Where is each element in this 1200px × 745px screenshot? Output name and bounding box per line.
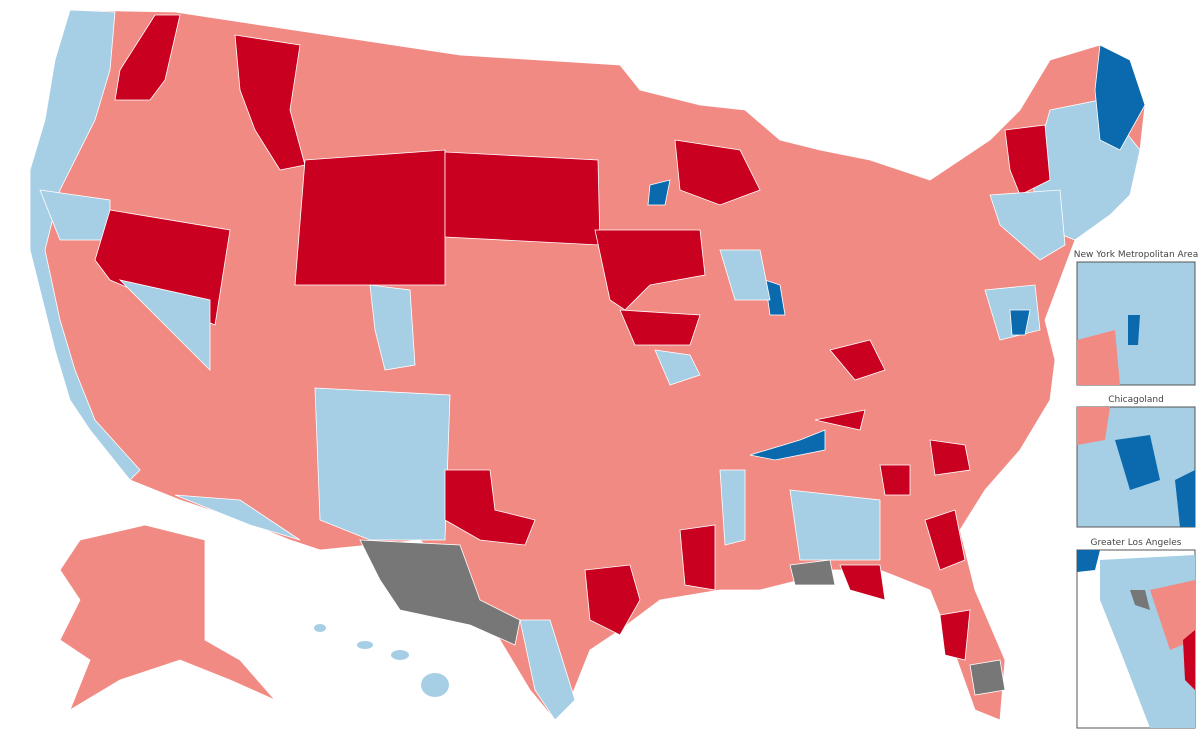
- georgia-south: [924, 509, 966, 571]
- nevada-south: [118, 279, 211, 371]
- new-mexico: [314, 387, 451, 541]
- inset-label: Chicagoland: [1108, 395, 1164, 405]
- florida-north: [839, 564, 886, 601]
- inset-label: Greater Los Angeles: [1091, 538, 1182, 548]
- kentucky-east: [814, 409, 866, 431]
- virginia-metro: [1009, 309, 1031, 336]
- texas-south: [519, 619, 576, 721]
- inset-region: [1130, 590, 1150, 610]
- west-coast: [29, 9, 141, 481]
- inset-region: [1115, 435, 1160, 490]
- houston: [584, 564, 641, 636]
- georgia-central: [879, 464, 911, 496]
- wyoming: [294, 149, 446, 286]
- colorado-central: [369, 284, 416, 371]
- inset-region: [1128, 315, 1140, 345]
- missouri-metro: [654, 349, 701, 386]
- texas-border: [359, 539, 521, 646]
- mississippi: [679, 524, 716, 591]
- arizona-south: [174, 494, 301, 541]
- hawaii-island: [314, 624, 326, 632]
- new-york-north: [1004, 124, 1051, 196]
- south-dakota: [444, 151, 601, 246]
- inset-region: [1077, 407, 1110, 445]
- illinois-metro: [719, 249, 771, 301]
- alaska-shape: [59, 524, 276, 711]
- idaho-montana: [234, 34, 306, 171]
- ohio-valley: [829, 339, 886, 381]
- hawaii: [314, 624, 449, 697]
- illinois-north: [764, 279, 786, 316]
- missouri-north: [619, 309, 701, 346]
- alabama: [789, 489, 881, 561]
- florida-south: [969, 659, 1006, 696]
- inset-region: [1175, 470, 1195, 527]
- florida-panhandle: [789, 559, 836, 586]
- inset-region: [1183, 630, 1195, 690]
- mainland: [29, 9, 1146, 721]
- inset-label: New York Metropolitan Area: [1074, 250, 1198, 260]
- new-york-south: [989, 189, 1066, 261]
- florida-central: [939, 609, 971, 661]
- inset-region: [1077, 550, 1100, 572]
- hawaii-island: [421, 673, 449, 697]
- hawaii-island: [391, 650, 409, 660]
- inset-region: [1077, 330, 1120, 385]
- kentucky-west: [749, 429, 826, 461]
- tennessee-east: [929, 439, 971, 476]
- alaska: [59, 524, 276, 711]
- hawaii-island: [357, 641, 373, 649]
- mississippi-delta: [719, 469, 746, 546]
- iowa-minnesota: [594, 229, 706, 311]
- insets: New York Metropolitan Area Chicagoland G…: [1074, 250, 1198, 729]
- inset-region: [1150, 580, 1195, 650]
- minneapolis: [647, 179, 671, 206]
- washington-east: [114, 14, 181, 101]
- wisconsin: [674, 139, 761, 206]
- texas-panhandle: [444, 469, 536, 546]
- maine: [1094, 44, 1146, 151]
